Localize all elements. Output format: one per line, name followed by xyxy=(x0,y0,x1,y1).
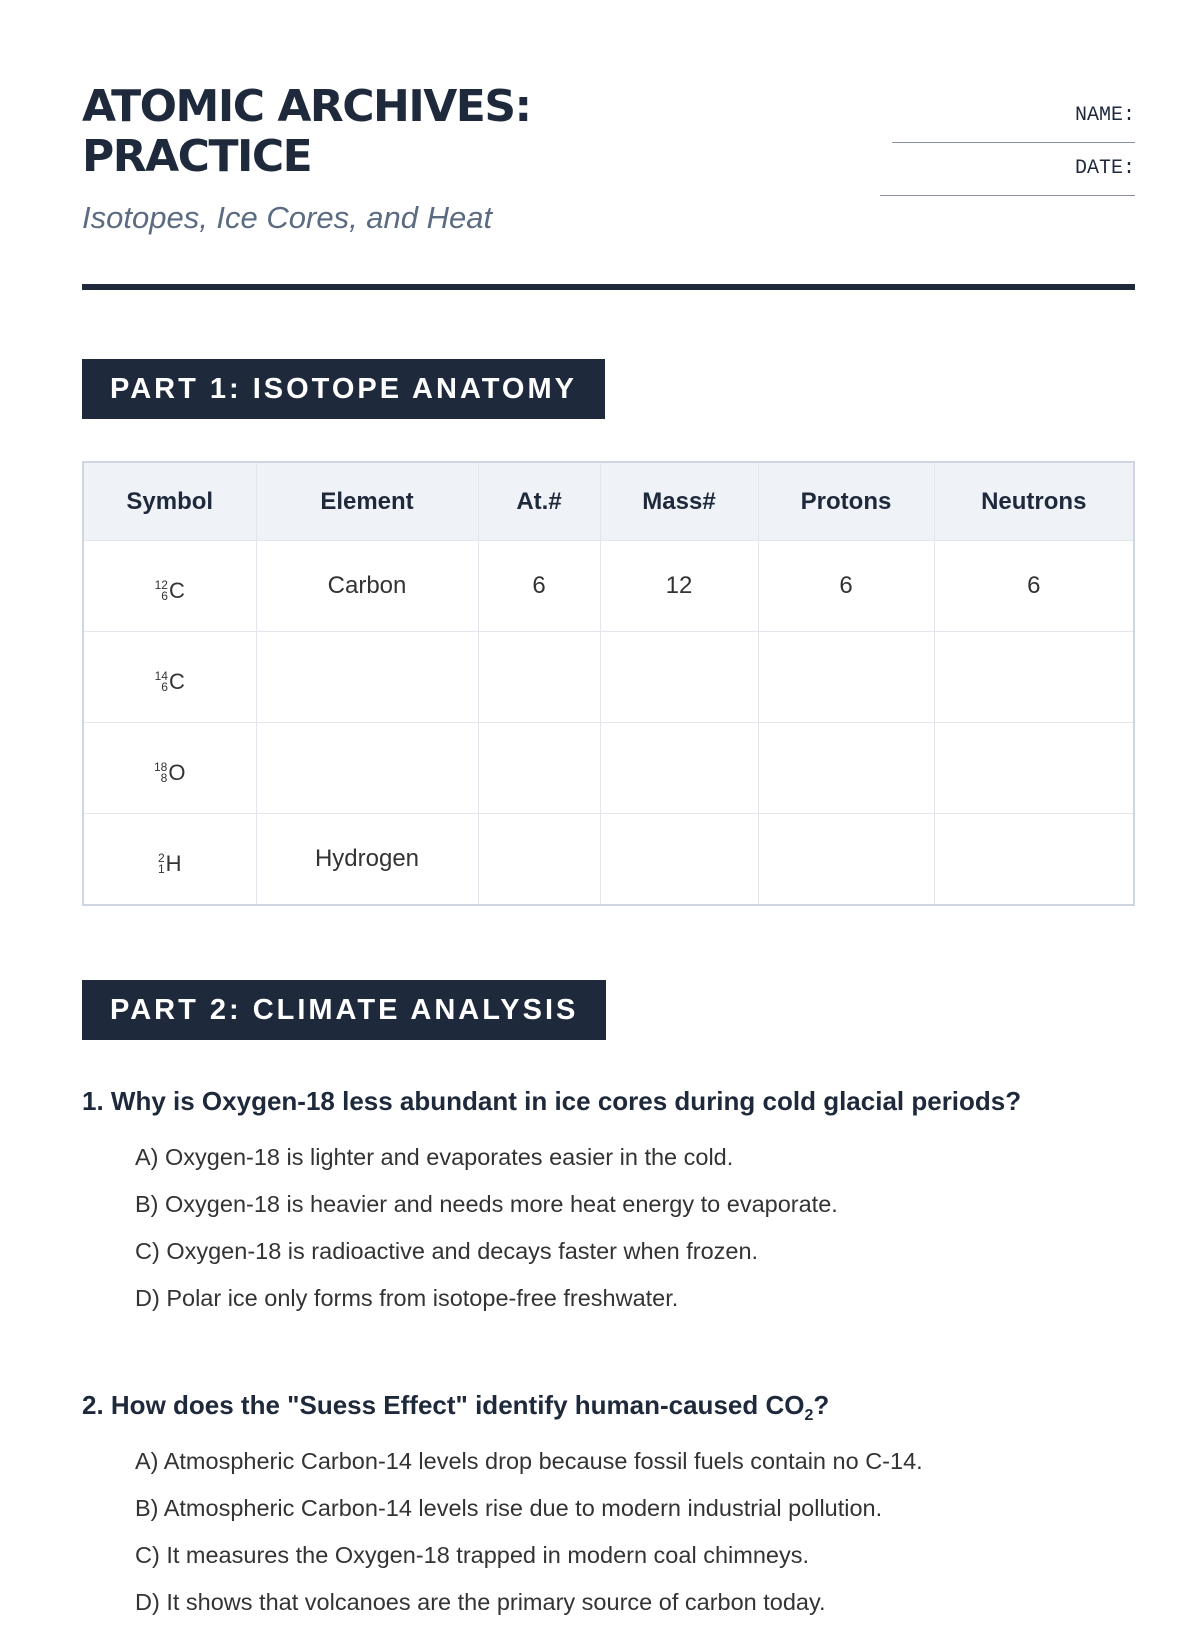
question-2-text: 2. How does the "Suess Effect" identify … xyxy=(82,1390,805,1420)
element-symbol: O xyxy=(168,760,186,785)
date-label: DATE: xyxy=(1074,157,1135,180)
protons-cell[interactable] xyxy=(757,722,935,814)
element-symbol: C xyxy=(168,578,185,603)
option[interactable]: D) Polar ice only forms from isotope-fre… xyxy=(135,1285,679,1311)
massno-cell[interactable] xyxy=(599,813,759,906)
question-1-options: A) Oxygen-18 is lighter and evaporates e… xyxy=(135,1144,838,1332)
date-field-line[interactable] xyxy=(880,195,1135,196)
question-2-end: ? xyxy=(813,1390,830,1420)
neutrons-cell[interactable] xyxy=(933,813,1135,906)
symbol-cell: 18 8 O xyxy=(82,722,257,814)
name-label: NAME: xyxy=(1074,104,1135,127)
option[interactable]: B) Atmospheric Carbon-14 levels rise due… xyxy=(135,1495,883,1521)
atomic-number: 6 xyxy=(161,589,168,603)
column-header: Symbol xyxy=(82,461,257,541)
option[interactable]: A) Oxygen-18 is lighter and evaporates e… xyxy=(135,1144,734,1170)
at-cell[interactable]: 6 xyxy=(477,540,601,632)
isotope-symbol: 14 6 C xyxy=(155,669,185,695)
question-2: 2. How does the "Suess Effect" identify … xyxy=(82,1390,829,1425)
element-symbol: H xyxy=(165,851,182,876)
mass-number: 12 xyxy=(154,578,168,592)
protons-cell[interactable] xyxy=(757,813,935,906)
atomic-number: 1 xyxy=(157,862,165,876)
at-cell[interactable] xyxy=(477,813,601,906)
massno-cell[interactable]: 12 xyxy=(599,540,759,632)
atomic-number: 6 xyxy=(161,680,168,694)
element-cell[interactable]: Hydrogen xyxy=(255,813,479,906)
question-1: 1. Why is Oxygen-18 less abundant in ice… xyxy=(82,1086,1022,1116)
element-cell[interactable] xyxy=(255,722,479,814)
question-2-options: A) Atmospheric Carbon-14 levels drop bec… xyxy=(135,1448,923,1636)
atomic-number: 8 xyxy=(160,771,168,785)
neutrons-cell[interactable] xyxy=(933,722,1135,814)
mass-number: 18 xyxy=(154,760,168,774)
column-header: Mass# xyxy=(599,461,759,541)
name-date-block: NAME: DATE: xyxy=(875,104,1135,210)
table-header-row: Symbol Element At.# Mass# Protons Neutrons xyxy=(82,461,1135,541)
part1-heading: PART 1: ISOTOPE ANATOMY xyxy=(82,359,605,419)
column-header: Protons xyxy=(757,461,935,541)
isotope-symbol: 12 6 C xyxy=(155,578,185,604)
at-cell[interactable] xyxy=(477,631,601,723)
table-row: 18 8 O xyxy=(82,722,1135,814)
option[interactable]: B) Oxygen-18 is heavier and needs more h… xyxy=(135,1191,838,1217)
option[interactable]: C) It measures the Oxygen-18 trapped in … xyxy=(135,1542,809,1568)
isotope-table: Symbol Element At.# Mass# Protons Neutrons 12… xyxy=(82,461,1135,906)
subtitle: Isotopes, Ice Cores, and Heat xyxy=(82,200,493,235)
mass-number: 2 xyxy=(157,851,165,865)
option[interactable]: A) Atmospheric Carbon-14 levels drop bec… xyxy=(135,1448,923,1474)
header-divider xyxy=(82,284,1135,290)
element-symbol: C xyxy=(168,669,185,694)
at-cell[interactable] xyxy=(477,722,601,814)
subscript: 2 xyxy=(804,1407,814,1425)
protons-cell[interactable] xyxy=(757,631,935,723)
protons-cell[interactable]: 6 xyxy=(757,540,935,632)
table-row: 12 6 C Carbon 6 12 6 6 xyxy=(82,540,1135,632)
table-row: 14 6 C xyxy=(82,631,1135,723)
table-row: 2 1 H Hydrogen xyxy=(82,813,1135,906)
massno-cell[interactable] xyxy=(599,631,759,723)
column-header: Element xyxy=(255,461,479,541)
name-field-line[interactable] xyxy=(892,142,1135,143)
page-title: ATOMIC ARCHIVES: PRACTICE xyxy=(82,81,532,182)
column-header: Neutrons xyxy=(933,461,1135,541)
column-header: At.# xyxy=(477,461,601,541)
massno-cell[interactable] xyxy=(599,722,759,814)
title-line-2: PRACTICE xyxy=(82,131,313,182)
element-cell[interactable]: Carbon xyxy=(255,540,479,632)
option[interactable]: C) Oxygen-18 is radioactive and decays f… xyxy=(135,1238,759,1264)
title-line-1: ATOMIC ARCHIVES: xyxy=(82,81,532,132)
element-cell[interactable] xyxy=(255,631,479,723)
part2-heading: PART 2: CLIMATE ANALYSIS xyxy=(82,980,607,1040)
isotope-symbol: 18 8 O xyxy=(154,760,185,786)
option[interactable]: D) It shows that volcanoes are the prima… xyxy=(135,1589,826,1615)
neutrons-cell[interactable]: 6 xyxy=(933,540,1135,632)
symbol-cell: 14 6 C xyxy=(82,631,257,723)
symbol-cell: 12 6 C xyxy=(82,540,257,632)
neutrons-cell[interactable] xyxy=(933,631,1135,723)
mass-number: 14 xyxy=(154,669,168,683)
